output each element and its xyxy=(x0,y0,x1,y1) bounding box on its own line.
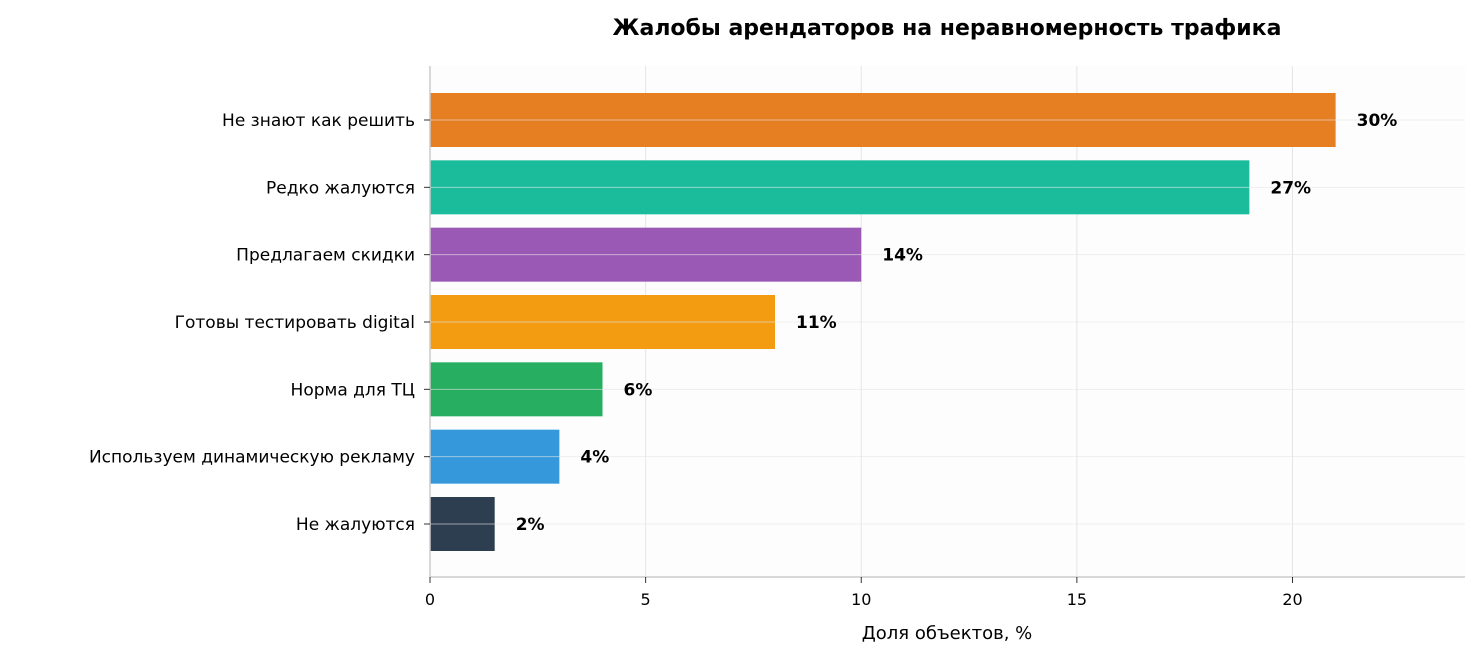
x-tick-label: 0 xyxy=(425,590,435,609)
data-label: 2% xyxy=(516,515,545,535)
data-label: 6% xyxy=(624,380,653,400)
data-label: 14% xyxy=(882,246,923,266)
ticks: 0 5 10 15 20 Не знают как решить Редко жалуютс… xyxy=(89,111,1303,609)
x-tick-label: 20 xyxy=(1282,590,1302,609)
row-grid xyxy=(430,119,1465,525)
chart-title: Жалобы арендаторов на неравномерность тр… xyxy=(613,16,1282,41)
data-label: 11% xyxy=(796,313,837,333)
data-label: 4% xyxy=(580,448,609,468)
y-tick-label: Не жалуются xyxy=(296,515,415,535)
y-tick-label: Редко жалуются xyxy=(266,178,415,198)
x-tick-label: 15 xyxy=(1067,590,1087,609)
labels: 30% 27% 14% 11% 6% 4% 2% xyxy=(516,111,1398,535)
x-tick-label: 5 xyxy=(641,590,651,609)
y-tick-label: Норма для ТЦ xyxy=(291,380,415,400)
y-tick-label: Используем динамическую рекламу xyxy=(89,448,415,468)
y-tick-label: Предлагаем скидки xyxy=(236,246,415,266)
x-axis-label: Доля объектов, % xyxy=(862,623,1033,644)
data-label: 27% xyxy=(1270,178,1311,198)
y-tick-label: Готовы тестировать digital xyxy=(175,313,415,333)
data-label: 30% xyxy=(1357,111,1398,131)
y-tick-label: Не знают как решить xyxy=(222,111,415,131)
x-tick-label: 10 xyxy=(851,590,871,609)
